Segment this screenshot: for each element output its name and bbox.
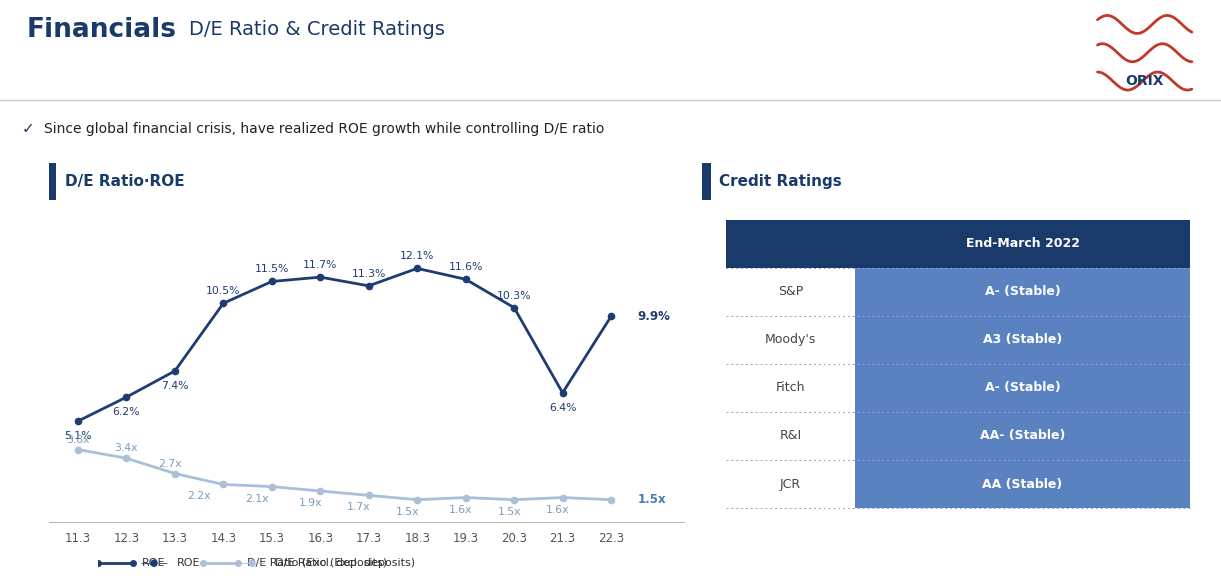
Text: 1.9x: 1.9x (299, 498, 322, 508)
Text: 2.1x: 2.1x (245, 493, 269, 503)
Text: 1.5x: 1.5x (497, 507, 521, 517)
Text: D/E Ratio (Excl. deposits): D/E Ratio (Excl. deposits) (247, 557, 387, 568)
Bar (702, 163, 711, 200)
Text: 11.7%: 11.7% (303, 260, 337, 270)
Text: 5.1%: 5.1% (65, 431, 92, 441)
Text: —●—: —●— (140, 557, 168, 568)
Text: ORIX: ORIX (1126, 74, 1164, 88)
Text: D/E Ratio (Excl. deposits): D/E Ratio (Excl. deposits) (275, 557, 415, 568)
Bar (49, 163, 56, 200)
Text: 11.6%: 11.6% (448, 263, 482, 272)
Text: 9.9%: 9.9% (637, 310, 670, 323)
Text: ✓: ✓ (22, 121, 34, 137)
Text: AA (Stable): AA (Stable) (983, 478, 1062, 490)
Text: S&P: S&P (778, 285, 803, 298)
Text: A- (Stable): A- (Stable) (984, 285, 1061, 298)
Text: 10.3%: 10.3% (497, 291, 531, 301)
Text: 12.1%: 12.1% (400, 251, 435, 261)
Text: 10.5%: 10.5% (206, 287, 241, 297)
Text: Financials: Financials (27, 16, 177, 43)
Text: 1.6x: 1.6x (449, 505, 473, 515)
Text: 11.3%: 11.3% (352, 269, 386, 279)
Text: D/E Ratio·ROE: D/E Ratio·ROE (65, 174, 184, 189)
Text: Fitch: Fitch (775, 381, 806, 394)
Text: A3 (Stable): A3 (Stable) (983, 333, 1062, 346)
Text: ROE: ROE (142, 557, 165, 568)
Text: 2.7x: 2.7x (159, 459, 182, 469)
Text: 7.4%: 7.4% (161, 381, 188, 391)
Text: A- (Stable): A- (Stable) (984, 381, 1061, 394)
Text: Credit Ratings: Credit Ratings (719, 174, 842, 189)
Text: 6.4%: 6.4% (549, 403, 576, 413)
Text: End-March 2022: End-March 2022 (966, 237, 1079, 250)
Text: ROE: ROE (177, 557, 200, 568)
Text: 1.5x: 1.5x (637, 493, 667, 506)
Text: JCR: JCR (780, 478, 801, 490)
Text: D/E Ratio & Credit Ratings: D/E Ratio & Credit Ratings (189, 20, 446, 39)
Text: —●—: —●— (238, 557, 266, 568)
Text: 1.7x: 1.7x (347, 502, 371, 512)
Text: 1.5x: 1.5x (396, 507, 419, 517)
Text: Since global financial crisis, have realized ROE growth while controlling D/E ra: Since global financial crisis, have real… (44, 122, 604, 136)
Text: 6.2%: 6.2% (112, 407, 140, 417)
Text: Moody's: Moody's (764, 333, 817, 346)
Text: 2.2x: 2.2x (187, 492, 211, 502)
Text: R&I: R&I (779, 430, 802, 442)
Text: 3.8x: 3.8x (66, 435, 89, 445)
Text: 3.4x: 3.4x (115, 444, 138, 454)
Text: 11.5%: 11.5% (255, 264, 289, 274)
Text: 1.6x: 1.6x (546, 505, 569, 515)
Text: AA- (Stable): AA- (Stable) (980, 430, 1065, 442)
